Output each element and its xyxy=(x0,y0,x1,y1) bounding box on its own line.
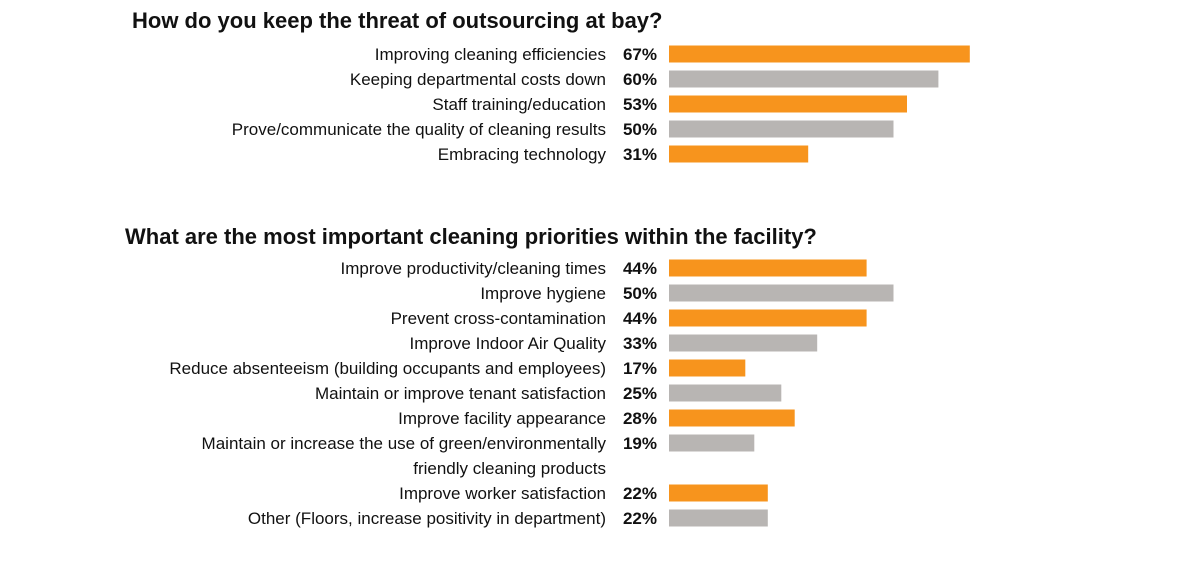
outsourcing-value-label: 67% xyxy=(623,45,657,64)
priorities-category-label: Other (Floors, increase positivity in de… xyxy=(248,509,606,528)
outsourcing-value-label: 50% xyxy=(623,120,657,139)
priorities-category-label: Improve facility appearance xyxy=(398,409,606,428)
outsourcing-value-label: 60% xyxy=(623,70,657,89)
priorities-value-label: 17% xyxy=(623,359,657,378)
priorities-category-label: Improve Indoor Air Quality xyxy=(409,334,606,353)
priorities-bar xyxy=(669,334,818,352)
priorities-category-label: Prevent cross-contamination xyxy=(391,309,606,328)
outsourcing-category-label: Staff training/education xyxy=(432,95,606,114)
outsourcing-chart-title: How do you keep the threat of outsourcin… xyxy=(132,8,662,33)
priorities-value-label: 28% xyxy=(623,409,657,428)
priorities-bar xyxy=(669,384,782,402)
outsourcing-bar xyxy=(669,120,894,138)
priorities-value-label: 50% xyxy=(623,284,657,303)
priorities-category-label: Improve productivity/cleaning times xyxy=(340,259,606,278)
outsourcing-value-label: 31% xyxy=(623,145,657,164)
priorities-category-label: Improve hygiene xyxy=(480,284,606,303)
priorities-bar xyxy=(669,359,746,377)
priorities-bar xyxy=(669,409,795,427)
outsourcing-value-label: 53% xyxy=(623,95,657,114)
priorities-bar xyxy=(669,434,755,452)
priorities-bar xyxy=(669,509,768,527)
outsourcing-bar xyxy=(669,45,970,63)
priorities-chart-title: What are the most important cleaning pri… xyxy=(125,224,817,249)
priorities-value-label: 44% xyxy=(623,309,657,328)
priorities-category-label: Reduce absenteeism (building occupants a… xyxy=(169,359,606,378)
priorities-chart: What are the most important cleaning pri… xyxy=(125,224,894,528)
priorities-value-label: 22% xyxy=(623,509,657,528)
outsourcing-category-label: Keeping departmental costs down xyxy=(350,70,606,89)
priorities-value-label: 19% xyxy=(623,434,657,453)
outsourcing-chart: How do you keep the threat of outsourcin… xyxy=(132,8,970,164)
priorities-value-label: 44% xyxy=(623,259,657,278)
outsourcing-category-label: Improving cleaning efficiencies xyxy=(375,45,606,64)
priorities-value-label: 25% xyxy=(623,384,657,403)
priorities-value-label: 22% xyxy=(623,484,657,503)
priorities-value-label: 33% xyxy=(623,334,657,353)
priorities-bar xyxy=(669,259,867,277)
outsourcing-bar xyxy=(669,145,809,163)
priorities-bar xyxy=(669,484,768,502)
priorities-bar xyxy=(669,309,867,327)
outsourcing-category-label: Prove/communicate the quality of cleanin… xyxy=(232,120,606,139)
priorities-category-label: friendly cleaning products xyxy=(413,459,606,478)
priorities-bar xyxy=(669,284,894,302)
outsourcing-category-label: Embracing technology xyxy=(438,145,607,164)
outsourcing-bar xyxy=(669,95,907,113)
priorities-category-label: Maintain or improve tenant satisfaction xyxy=(315,384,606,403)
priorities-category-label: Improve worker satisfaction xyxy=(399,484,606,503)
priorities-category-label: Maintain or increase the use of green/en… xyxy=(202,434,607,453)
outsourcing-bar xyxy=(669,70,939,88)
